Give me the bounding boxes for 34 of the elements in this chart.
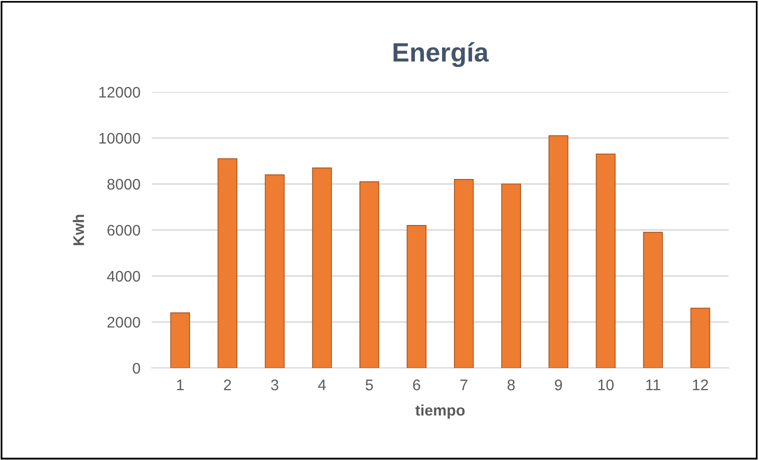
bar <box>548 135 568 368</box>
bar <box>312 167 332 368</box>
y-tick-label: 0 <box>132 362 140 374</box>
bar <box>264 174 285 368</box>
x-tick-label: 4 <box>318 380 326 390</box>
y-tick-label: 8000 <box>107 178 140 190</box>
x-tick-label: 1 <box>177 380 184 390</box>
bar <box>690 308 710 368</box>
x-tick-label: 8 <box>508 380 515 390</box>
bar <box>406 224 426 368</box>
y-tick-label: 12000 <box>99 86 140 98</box>
y-tick-label: 10000 <box>99 132 140 144</box>
x-axis-title: tiempo <box>415 404 465 419</box>
x-tick-label: 9 <box>554 380 562 390</box>
x-tick-label: 7 <box>460 380 468 390</box>
y-tick-label: 2000 <box>107 316 140 328</box>
bar <box>501 184 522 368</box>
y-tick-label: 6000 <box>107 224 140 236</box>
x-tick-label: 3 <box>271 380 278 390</box>
bar <box>218 158 238 368</box>
y-axis-title: Kwh <box>72 214 84 246</box>
y-tick-label: 4000 <box>107 270 140 282</box>
bar <box>359 181 380 368</box>
x-tick-label: 11 <box>646 380 660 390</box>
x-tick-label: 10 <box>598 380 614 390</box>
x-tick-label: 12 <box>692 380 708 390</box>
chart-title: Energía <box>394 42 489 68</box>
bar <box>454 178 474 368</box>
x-tick-label: 5 <box>366 380 373 390</box>
x-tick-label: 6 <box>413 380 420 390</box>
bar <box>170 312 190 368</box>
bar <box>643 232 663 368</box>
x-tick-label: 2 <box>224 380 231 390</box>
bar <box>596 154 616 368</box>
